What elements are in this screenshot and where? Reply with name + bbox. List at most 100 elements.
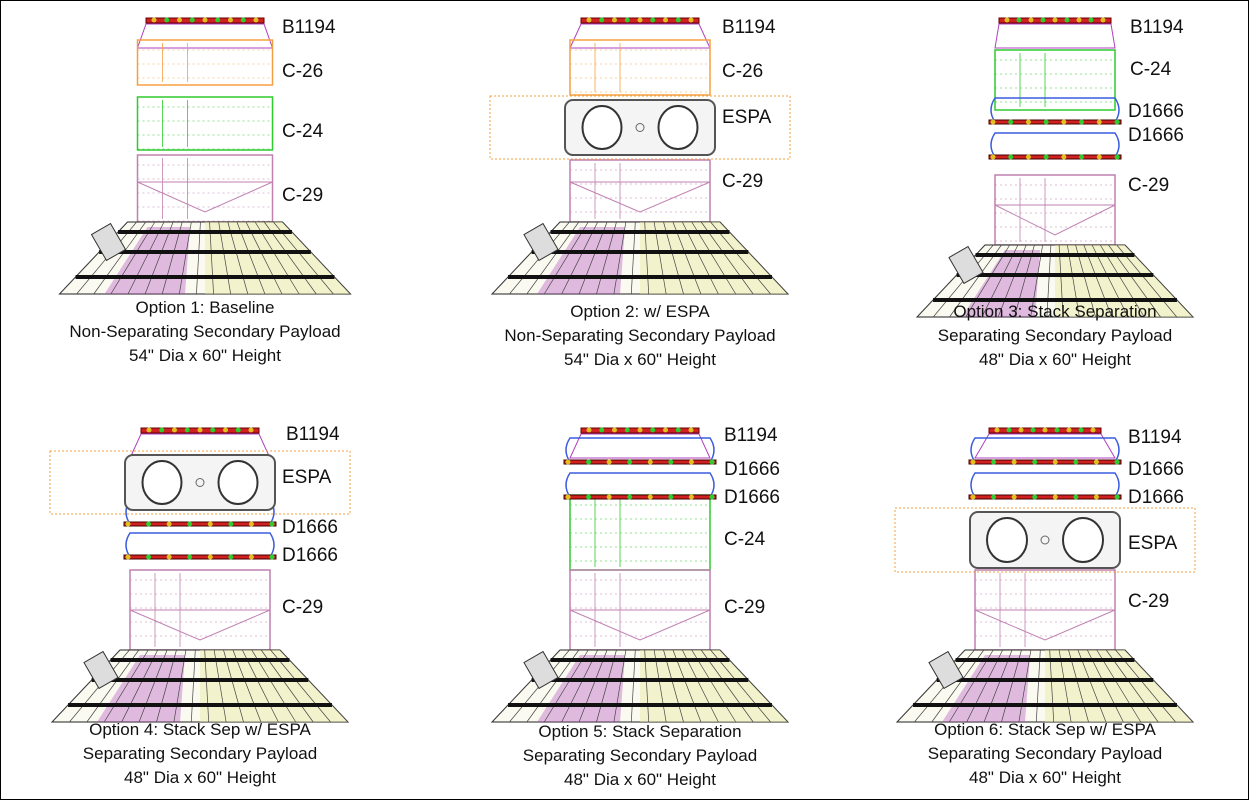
cone-rib [1124,244,1194,318]
adapter-fastener [1088,17,1094,23]
adapter-b1194-cone [569,23,711,49]
adapter-fastener [210,427,216,433]
adapter-fastener [1030,427,1036,433]
adapter-b1194-cone [974,433,1116,459]
adapter-fastener [624,17,630,23]
separation-fastener [970,494,976,500]
separation-fastener [207,521,213,527]
cone-ring-band [933,298,1177,302]
component-label: C-24 [1130,59,1172,80]
caption-line: Separating Secondary Payload [82,744,318,763]
caption-line: Option 3: Stack Separation [953,302,1157,321]
adapter-fastener [994,427,1000,433]
separation-fastener [668,459,674,465]
adapter-fastener [663,17,668,23]
d1666-separation-band [990,132,1120,158]
stack-section-green [994,49,1116,111]
component-label: B1194 [1130,17,1184,38]
adapter-fastener [159,427,165,433]
separation-fastener [970,459,976,465]
adapter-fastener [675,17,681,23]
adapter-fastener [586,17,592,23]
separation-fastener [565,459,571,465]
adapter-fastener [599,427,605,433]
cone-ring-band [531,250,749,254]
separation-ring [563,494,717,500]
separation-fastener [228,554,234,560]
separation-fastener [1025,119,1031,125]
cone-side-box [523,222,559,262]
component-label: ESPA [1128,533,1178,554]
adapter-fastener [1042,427,1048,433]
caption-line: Option 1: Baseline [135,298,275,317]
separation-fastener [586,494,592,500]
separation-ring [123,554,277,560]
caption-line: 48" Dia x 60" Height [979,350,1131,369]
component-label: D1666 [1128,459,1184,480]
adapter-fastener [1052,17,1058,23]
separation-fastener [146,521,152,527]
adapter-fastener [240,17,246,23]
separation-fastener [1096,119,1102,125]
cone-side-box [523,650,559,690]
separation-fastener [1061,154,1067,160]
component-label: D1666 [1128,101,1184,122]
adapter-fastener [1100,17,1106,23]
caption-line: Option 6: Stack Sep w/ ESPA [934,720,1156,739]
adapter-fastener [151,17,157,23]
separation-ring [968,459,1122,465]
adapter-fastener [1064,17,1070,23]
separation-ring [988,154,1122,160]
separation-fastener [248,554,254,560]
espa-port [141,460,183,505]
adapter-fastener [197,427,203,433]
espa-port [1062,517,1104,563]
espa-envelope [894,507,1196,573]
component-label: C-29 [724,597,766,618]
adapter-fastener [235,427,241,433]
component-label: D1666 [724,487,780,508]
caption-line: Option 5: Stack Separation [538,722,742,741]
adapter-fastener [215,17,221,23]
component-label: C-24 [724,529,766,550]
stack-section-orange [569,39,711,96]
adapter-fastener [172,427,177,433]
cone-ring-band [508,703,772,707]
cone-ring-band [550,230,730,234]
adapter-fastener [228,17,233,23]
stack-section-green [569,494,711,571]
separation-fastener [1008,154,1014,160]
cone-ring-band [110,658,290,662]
separation-fastener [1073,494,1079,500]
separation-ring [968,494,1122,500]
component-label: B1194 [286,424,340,445]
separation-fastener [146,554,152,560]
separation-fastener [1011,494,1017,500]
adapter-fastener [1076,17,1082,23]
espa-envelope [489,95,791,160]
cone-ring-band [118,230,292,234]
espa-envelope [49,450,351,515]
espa-port [581,105,623,150]
separation-fastener [269,521,275,527]
adapter-fastener [688,427,694,433]
espa-port [986,517,1028,563]
lower-adapter-truss [994,204,1116,236]
cone-ring-band [956,273,1154,277]
cone-ring-band [955,658,1135,662]
adapter-fastener [624,427,630,433]
adapter-b1194-cone [136,23,274,49]
separation-fastener [1114,119,1120,125]
separation-fastener [1025,154,1031,160]
espa-port [657,105,699,150]
separation-fastener [688,459,694,465]
cone-ring-band [550,658,730,662]
adapter-fastener [164,17,170,23]
espa-center-mark [1040,535,1050,545]
separation-fastener [248,521,254,527]
separation-fastener [990,154,996,160]
component-label: ESPA [282,467,332,488]
option-caption: Option 4: Stack Sep w/ ESPA Separating Se… [83,718,317,790]
component-label: D1666 [282,545,338,566]
